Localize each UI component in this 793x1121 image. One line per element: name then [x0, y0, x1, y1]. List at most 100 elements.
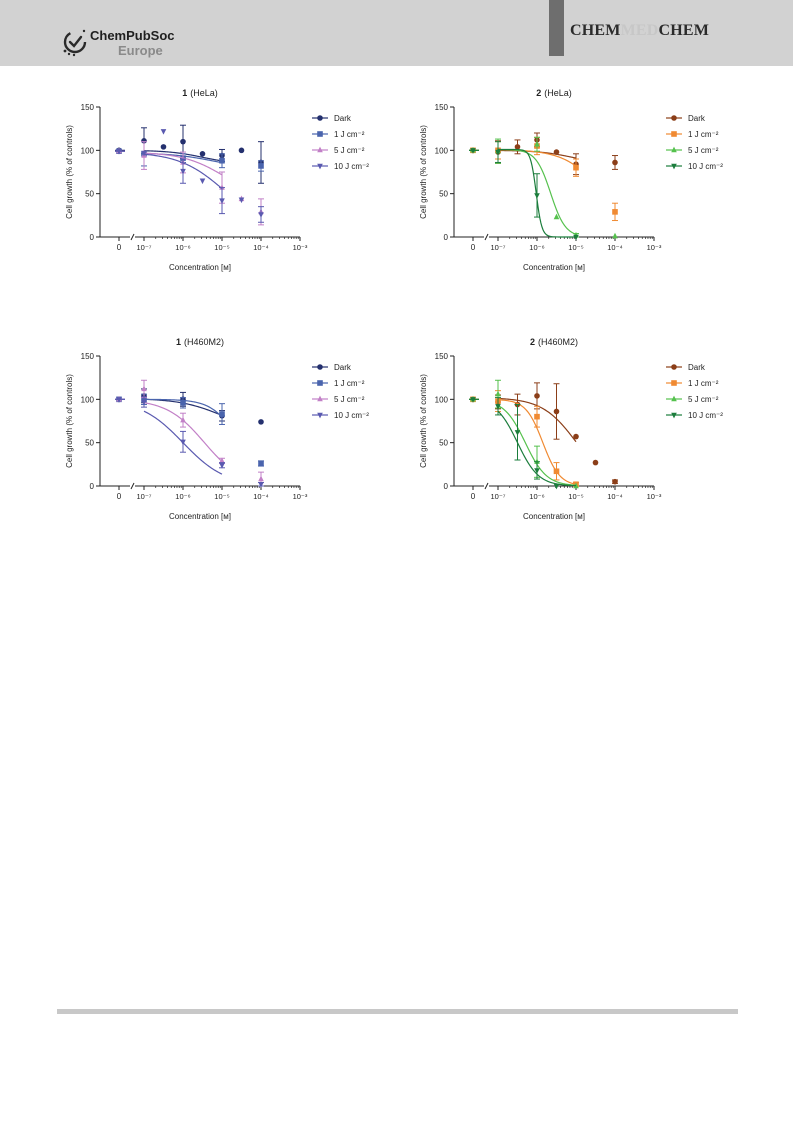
data-point-control	[116, 149, 122, 155]
compound-number: 2	[536, 88, 541, 98]
x-tick-label: 10⁻³	[293, 492, 308, 501]
series-group	[469, 382, 618, 485]
x-tick-label: 10⁻⁶	[529, 243, 544, 252]
legend-marker	[317, 412, 323, 419]
data-point	[180, 168, 186, 175]
x-axis-break-mark	[484, 233, 489, 241]
y-tick-label: 50	[85, 439, 94, 448]
data-point	[199, 178, 206, 185]
y-tick-label: 100	[435, 395, 449, 404]
x-tick-label: 10⁻⁵	[568, 243, 583, 252]
publisher-logo: ChemPubSoc Europe	[60, 27, 200, 59]
data-point	[514, 430, 521, 436]
data-point	[495, 404, 501, 410]
data-point-control	[116, 397, 122, 403]
legend-label: 1 J cm⁻²	[688, 130, 719, 139]
data-point	[534, 393, 540, 399]
data-point	[573, 164, 579, 171]
legend-label: 10 J cm⁻²	[688, 162, 723, 171]
series-group	[469, 132, 618, 176]
legend-marker	[317, 131, 323, 137]
cell-line-label: (HeLa)	[544, 88, 572, 98]
legend-marker	[317, 380, 323, 386]
series-group	[469, 397, 577, 490]
x-tick-label: 10⁻⁷	[490, 243, 505, 252]
x-tick-label: 10⁻⁴	[607, 243, 623, 252]
legend-marker	[317, 115, 323, 121]
chart-title: 2 (H460M2)	[530, 337, 578, 347]
data-point	[160, 129, 167, 135]
y-axis-label: Cell growth (% of controls)	[419, 374, 428, 468]
y-axis-label: Cell growth (% of controls)	[419, 125, 428, 219]
legend-label: 1 J cm⁻²	[334, 130, 365, 139]
x-axis-label: Concentration [м]	[169, 263, 231, 272]
legend-label: Dark	[334, 363, 352, 372]
data-point-control	[470, 148, 476, 154]
star-ring-logo-icon	[63, 29, 87, 57]
legend-label: 10 J cm⁻²	[334, 411, 369, 420]
legend-marker	[671, 364, 677, 370]
data-point	[258, 212, 264, 218]
legend-label: Dark	[334, 114, 352, 123]
x-tick-label: 10⁻³	[647, 243, 662, 252]
data-point	[258, 419, 264, 425]
legend-label: Dark	[688, 363, 706, 372]
cell-line-label: (H460M2)	[184, 337, 224, 347]
y-tick-label: 100	[81, 395, 95, 404]
data-point	[495, 390, 501, 397]
x-tick-label: 10⁻⁴	[607, 492, 623, 501]
publisher-region: Europe	[118, 43, 163, 58]
legend-marker	[671, 131, 677, 137]
legend-marker	[671, 146, 677, 153]
y-tick-label: 0	[444, 233, 449, 242]
series-group	[115, 388, 264, 425]
legend-label: 5 J cm⁻²	[688, 146, 719, 155]
publisher-name: ChemPubSoc	[90, 28, 175, 43]
data-point	[553, 213, 560, 220]
chart-title: 1 (HeLa)	[182, 88, 218, 98]
chart-title: 1 (H460M2)	[176, 337, 224, 347]
legend-label: 5 J cm⁻²	[688, 395, 719, 404]
data-point	[219, 157, 225, 164]
x-tick-label: 10⁻⁵	[214, 243, 229, 252]
y-tick-label: 0	[444, 482, 449, 491]
legend-label: Dark	[688, 114, 706, 123]
journal-title: CHEMMEDCHEM	[570, 22, 709, 40]
legend-marker	[317, 163, 323, 170]
y-tick-label: 0	[90, 233, 95, 242]
footer-rule	[57, 1009, 738, 1014]
compound-number: 2	[530, 337, 535, 347]
data-point	[495, 149, 501, 156]
y-tick-label: 50	[439, 439, 448, 448]
data-point	[612, 159, 618, 166]
legend-marker	[317, 364, 323, 370]
x-tick-label-zero: 0	[117, 243, 122, 252]
data-point	[141, 385, 147, 392]
data-point	[180, 138, 186, 145]
compound-number: 1	[182, 88, 187, 98]
legend-marker	[671, 412, 677, 419]
data-point	[534, 140, 540, 147]
x-tick-label: 10⁻⁶	[529, 492, 544, 501]
series-group	[115, 141, 264, 172]
data-point	[238, 147, 245, 154]
journal-title-part3: CHEM	[658, 22, 710, 39]
x-tick-label: 10⁻⁵	[568, 492, 583, 501]
x-tick-label-zero: 0	[117, 492, 122, 501]
cell-line-label: (HeLa)	[190, 88, 218, 98]
data-point	[612, 209, 618, 215]
x-tick-label: 10⁻⁶	[175, 492, 190, 501]
x-axis-break-mark	[484, 482, 489, 490]
x-tick-label: 10⁻⁷	[136, 492, 151, 501]
cell-line-label: (H460M2)	[538, 337, 578, 347]
data-point	[180, 416, 186, 423]
fit-curve	[497, 399, 577, 485]
chart-2-hela: 2 (HeLa) 0 50 100 150 Cell growth (% of contro…	[419, 88, 723, 272]
y-tick-label: 100	[81, 146, 95, 155]
y-tick-label: 150	[81, 352, 95, 361]
data-point	[180, 439, 186, 446]
y-axis-label: Cell growth (% of controls)	[65, 125, 74, 219]
legend-marker	[671, 395, 677, 402]
data-point	[573, 433, 579, 440]
data-point	[534, 468, 540, 474]
